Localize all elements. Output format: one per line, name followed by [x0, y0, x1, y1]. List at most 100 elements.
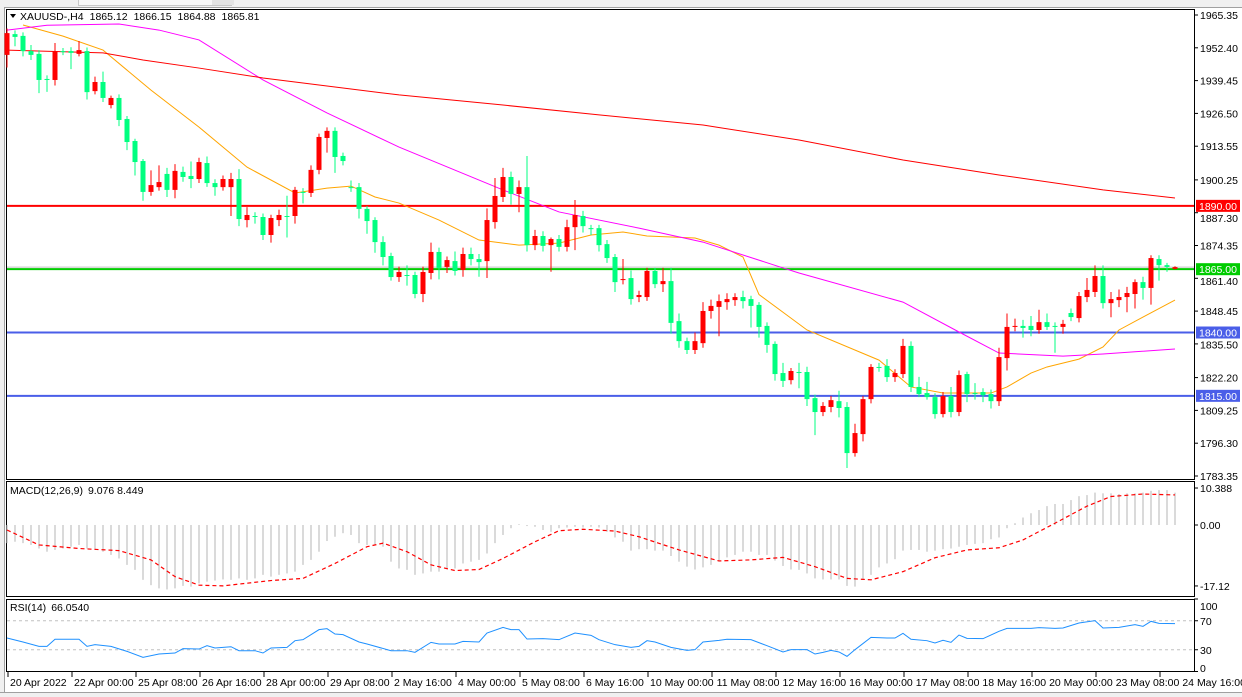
level-price-tag	[1196, 326, 1240, 339]
candle-body	[372, 220, 378, 243]
candle-body	[844, 406, 850, 454]
candle-body	[668, 281, 674, 323]
candle-body	[164, 173, 170, 190]
candle-body	[684, 341, 690, 350]
candle-body	[1028, 325, 1034, 330]
candle-body	[68, 51, 74, 53]
candle-bullish	[1004, 313, 1010, 371]
candle-body	[780, 373, 786, 381]
candle-body	[484, 220, 490, 262]
candle-bearish	[652, 267, 658, 289]
candle-bearish	[1140, 276, 1146, 300]
level-price-label: 1865.00	[1199, 264, 1237, 276]
candle-bullish	[732, 293, 738, 306]
candle-bullish	[700, 302, 706, 348]
candle-bearish	[988, 389, 994, 409]
time-axis-label: 20 Apr 2022	[10, 677, 67, 689]
time-axis-label: 28 Apr 00:00	[266, 677, 326, 689]
candle-body	[1052, 325, 1058, 327]
candle-body	[100, 81, 106, 98]
candle-bearish	[68, 47, 74, 70]
candle-bullish	[996, 347, 1002, 406]
candle-bullish	[516, 180, 522, 213]
candle-body	[796, 372, 802, 374]
candle-bearish	[124, 115, 130, 151]
candle-bearish	[404, 265, 410, 286]
ohlc-close: 1865.81	[222, 11, 260, 23]
candle-bullish	[1036, 309, 1042, 334]
time-axis-label: 22 Apr 00:00	[74, 677, 134, 689]
candle-bullish	[1124, 286, 1130, 313]
level-price-tag	[1196, 199, 1240, 212]
candle-bearish	[836, 390, 842, 418]
candle-body	[812, 398, 818, 413]
candle-body	[340, 155, 346, 162]
candle-bearish	[676, 313, 682, 348]
price-axis-label: 1783.35	[1200, 471, 1238, 483]
candle-body	[1132, 282, 1138, 295]
candle-body	[748, 299, 754, 306]
candle-body	[228, 179, 234, 188]
price-axis-label: 1887.30	[1200, 213, 1238, 225]
time-axis-label: 24 May 16:00	[1182, 677, 1242, 689]
candle-body	[1172, 267, 1178, 269]
candle-bullish	[4, 28, 10, 68]
candle-body	[60, 51, 66, 53]
chart-menu-triangle-icon[interactable]	[10, 14, 16, 18]
candle-bullish	[660, 267, 666, 292]
candle-bearish	[372, 217, 378, 253]
symbol-label: XAUUSD-,H4	[20, 11, 84, 23]
candle-body	[836, 401, 842, 408]
candle-bullish	[956, 370, 962, 417]
candle-bearish	[388, 252, 394, 281]
candle-bearish	[1156, 255, 1162, 281]
time-axis-label: 2 May 16:00	[394, 677, 452, 689]
candle-bearish	[116, 94, 122, 127]
time-axis-label: 20 May 00:00	[1049, 677, 1113, 689]
candle-body	[284, 215, 290, 217]
candle-body	[732, 297, 738, 301]
candle-body	[596, 228, 602, 246]
candle-bearish	[908, 341, 914, 393]
candle-bullish	[324, 127, 330, 153]
candle-bearish	[476, 253, 482, 277]
candle-body	[1100, 276, 1106, 304]
moving-averages	[6, 23, 1176, 394]
macd-panel[interactable]	[6, 481, 1195, 597]
candle-body	[876, 366, 882, 368]
time-axis-label: 5 May 08:00	[522, 677, 580, 689]
candle-body	[332, 130, 338, 157]
macd-values: 9.076 8.449	[88, 485, 144, 497]
candle-bearish	[964, 371, 970, 403]
candle-bullish	[308, 165, 314, 197]
level-price-label: 1840.00	[1199, 328, 1237, 340]
rsi-panel[interactable]	[6, 599, 1195, 672]
candle-bullish	[636, 290, 642, 303]
candle-bearish	[284, 195, 290, 238]
candle-body	[604, 244, 610, 259]
candle-body	[140, 161, 146, 192]
level-price-tag	[1196, 389, 1240, 402]
candle-body	[244, 214, 250, 221]
window-bottom-frame	[0, 692, 1242, 697]
candle-bearish	[588, 224, 594, 235]
macd-indicator: 10.388 0.00 -17.12	[6, 483, 1232, 593]
level-price-label: 1890.00	[1199, 201, 1237, 213]
candle-body	[1140, 282, 1146, 288]
candle-bearish	[1164, 262, 1170, 272]
candle-bearish	[1052, 322, 1058, 353]
candle-bearish	[1028, 316, 1034, 337]
candle-body	[948, 396, 954, 413]
candle-bullish	[492, 177, 498, 229]
candle-body	[588, 228, 594, 230]
candle-bullish	[396, 266, 402, 282]
price-axis-label: 1874.35	[1200, 241, 1238, 253]
candle-body	[188, 175, 194, 180]
candle-bullish	[716, 294, 722, 337]
candle-body	[524, 187, 530, 246]
candle-body	[724, 299, 730, 303]
toolbar-scroll-thumb[interactable]	[212, 0, 234, 5]
moving-average-ma_mid	[6, 23, 1176, 357]
candle-body	[1036, 322, 1042, 330]
